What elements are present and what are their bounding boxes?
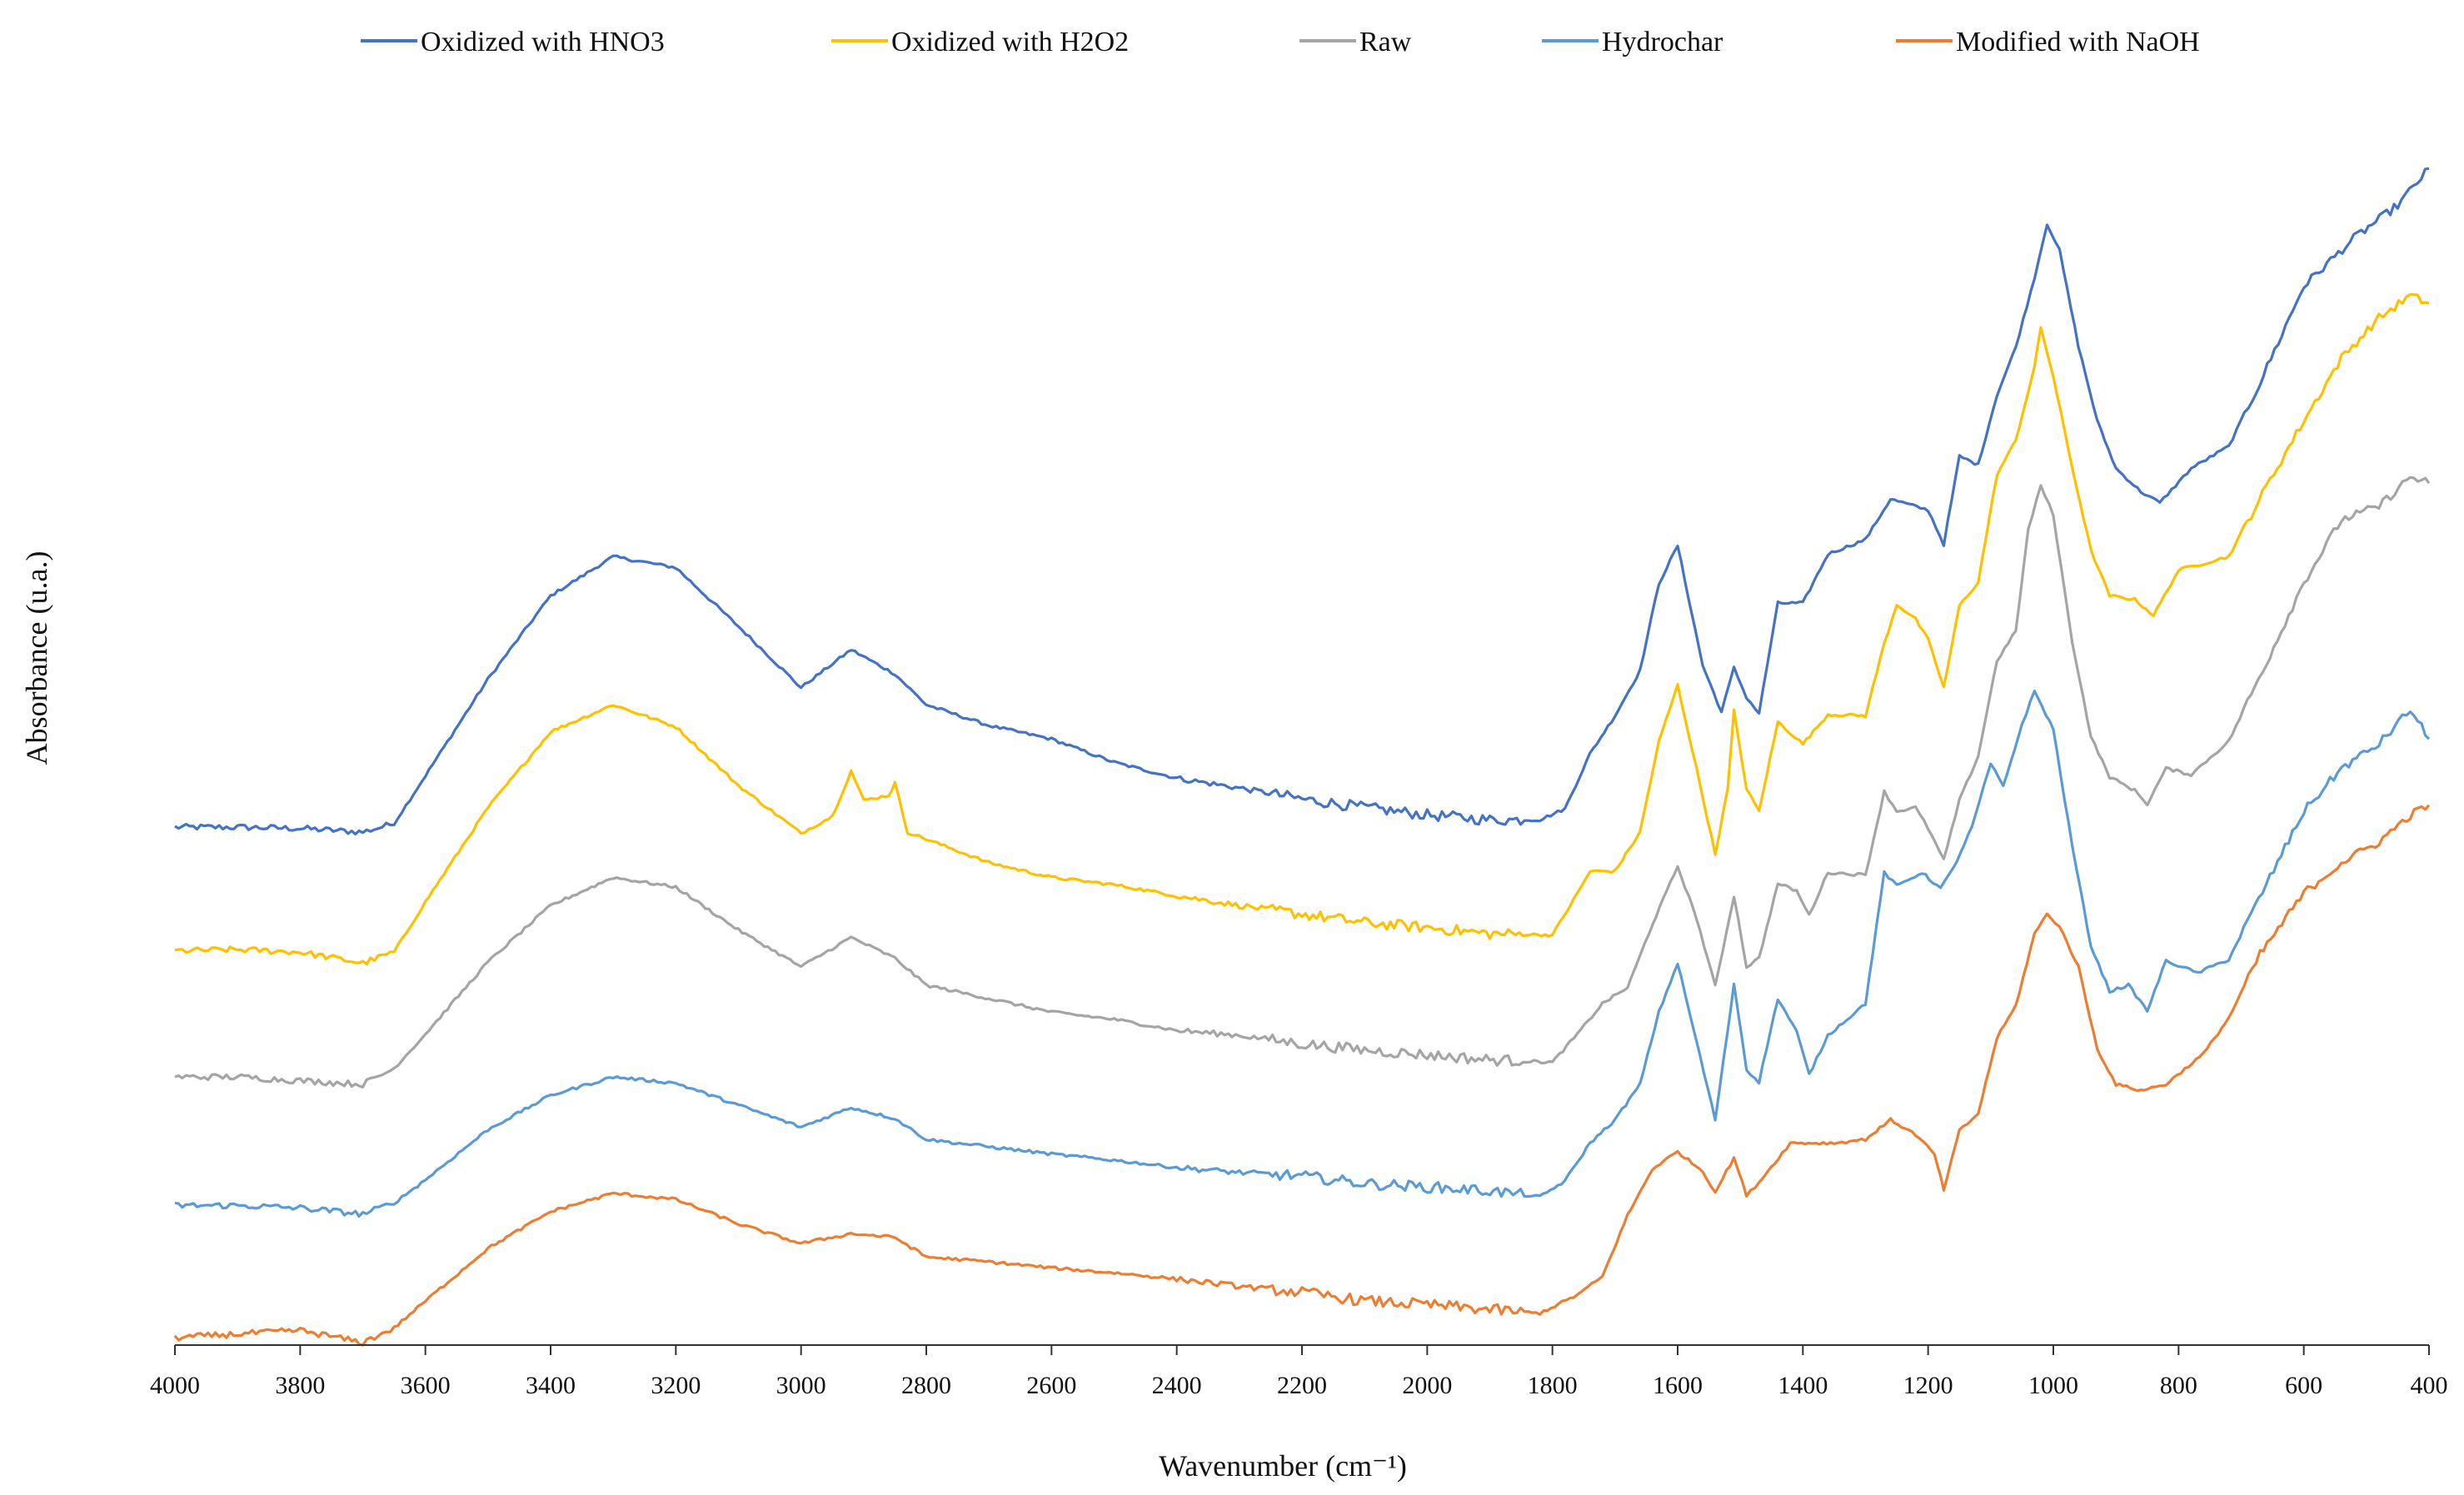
x-tick-label: 3600 [401, 1372, 451, 1399]
x-tick-label: 1200 [1903, 1372, 1953, 1399]
x-tick-label: 3200 [651, 1372, 701, 1399]
x-tick-label: 600 [2285, 1372, 2322, 1399]
x-tick-label: 2000 [1402, 1372, 1452, 1399]
x-tick-label: 1800 [1528, 1372, 1578, 1399]
x-tick-label: 1600 [1653, 1372, 1703, 1399]
legend-label: Oxidized with H2O2 [891, 27, 1129, 57]
y-axis-title: Absorbance (u.a.) [20, 551, 53, 765]
series-line-hydrochar [174, 690, 2431, 1218]
x-tick-label: 3400 [526, 1372, 576, 1399]
legend-label: Hydrochar [1602, 27, 1723, 57]
legend: Oxidized with HNO3 Oxidized with H2O2 Raw H… [361, 27, 2200, 57]
series-layer [173, 167, 2431, 1347]
x-axis-ticks: 4000 3800 3600 3400 3200 3000 2800 2600 2400 2200… [150, 1345, 2448, 1399]
x-axis-title: Wavenumber (cm⁻¹) [1159, 1449, 1407, 1483]
x-tick-label: 1000 [2028, 1372, 2078, 1399]
legend-label: Raw [1359, 27, 1412, 57]
series-line-modified-with-naoh [173, 804, 2431, 1347]
series-line-oxidized-with-h2o2 [174, 293, 2430, 966]
x-tick-label: 3800 [275, 1372, 325, 1399]
x-tick-label: 2600 [1026, 1372, 1076, 1399]
x-tick-label: 2800 [901, 1372, 951, 1399]
series-line-raw [174, 476, 2431, 1089]
x-tick-label: 800 [2160, 1372, 2197, 1399]
x-tick-label: 2400 [1152, 1372, 1202, 1399]
legend-label: Oxidized with HNO3 [421, 27, 665, 57]
legend-label: Modified with NaOH [1956, 27, 2200, 57]
x-tick-label: 1400 [1778, 1372, 1828, 1399]
x-tick-label: 3000 [776, 1372, 826, 1399]
series-line-oxidized-with-hno3 [174, 167, 2430, 836]
x-tick-label: 400 [2411, 1372, 2448, 1399]
x-tick-label: 2200 [1277, 1372, 1327, 1399]
x-tick-label: 4000 [150, 1372, 200, 1399]
